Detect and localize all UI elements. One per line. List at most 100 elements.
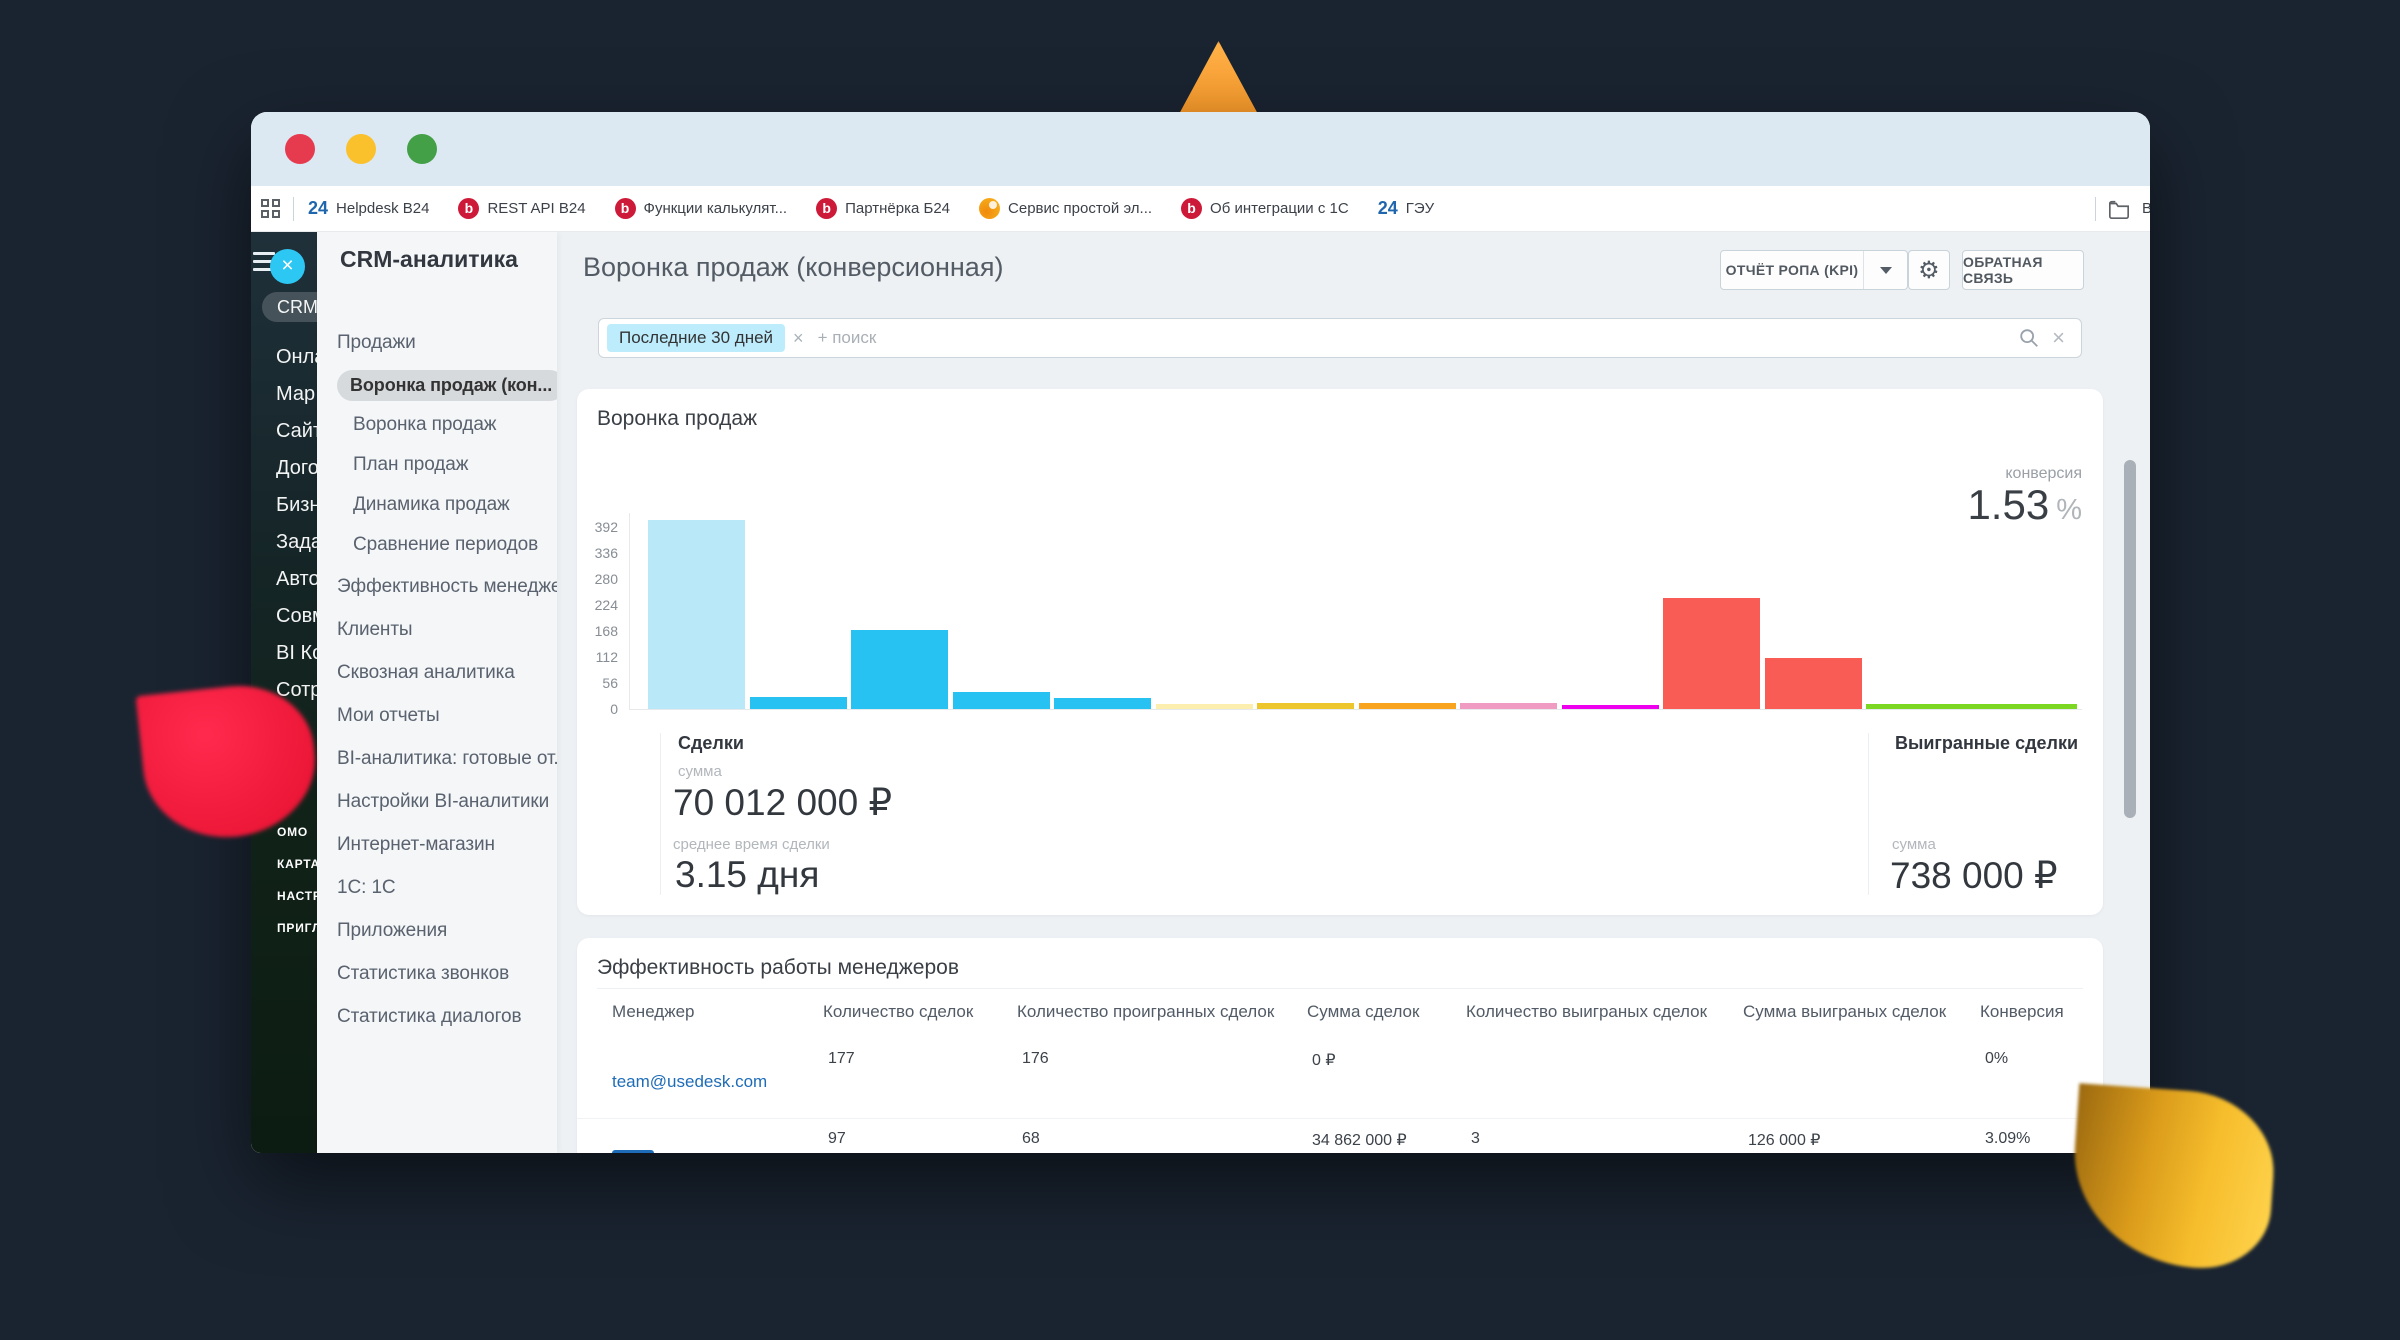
crm-menu-item[interactable]: План продаж xyxy=(317,445,557,485)
sidebar-item[interactable]: Дого xyxy=(276,457,319,479)
report-kpi-button[interactable]: ОТЧЁТ РОПА (KPI) xyxy=(1720,250,1908,290)
crm-menu-item-label: Эффективность менедже... xyxy=(337,575,557,597)
crm-menu-item[interactable]: Сквозная аналитика xyxy=(317,651,557,694)
crm-menu-item[interactable]: Настройки BI-аналитики xyxy=(317,780,557,823)
crm-menu-item-label: Воронка продаж (кон... xyxy=(337,369,557,401)
funnel-bar[interactable] xyxy=(851,630,948,709)
funnel-bar[interactable] xyxy=(1156,704,1253,709)
bookmark-functions[interactable]: b Функции калькулят... xyxy=(614,198,787,219)
bookmark-geu[interactable]: 24 ГЭУ xyxy=(1377,198,1435,218)
orange-service-icon xyxy=(979,198,1001,219)
deals-avg-value: 3.15 дня xyxy=(675,854,820,895)
menu-icon[interactable] xyxy=(253,252,275,276)
crm-menu-item[interactable]: Продажи xyxy=(317,320,557,365)
funnel-bar[interactable] xyxy=(1765,658,1862,709)
feedback-button[interactable]: ОБРАТНАЯ СВЯЗЬ xyxy=(1962,250,2084,290)
sidebar-caps-item[interactable]: НАСТР xyxy=(277,889,322,903)
sidebar-item[interactable]: Онла xyxy=(276,346,326,368)
funnel-bar[interactable] xyxy=(1562,705,1659,709)
window-minimize-button[interactable] xyxy=(346,134,376,164)
window-close-button[interactable] xyxy=(285,134,315,164)
table-cell: 0% xyxy=(1985,1050,2009,1067)
divider xyxy=(2095,196,2096,221)
crm-menu-item[interactable]: Воронка продаж xyxy=(317,405,557,445)
funnel-bar[interactable] xyxy=(1257,703,1354,709)
crm-menu-item[interactable]: Динамика продаж xyxy=(317,485,557,525)
filter-search-input[interactable]: Последние 30 дней × + поиск × xyxy=(598,318,2082,358)
crm-menu-item-label: План продаж xyxy=(353,454,469,475)
y-axis-tick-label: 168 xyxy=(594,623,618,639)
crm-menu-item[interactable]: 1С: 1С xyxy=(317,866,557,909)
table-column-header: Конверсия xyxy=(1980,1002,2064,1021)
sidebar-items: CRM Онла Мар Сайт Дого Бизн Зада Авто Совм BI Ко С… xyxy=(251,292,336,709)
settings-button[interactable]: ⚙ xyxy=(1908,250,1950,290)
crm-menu-item-label: Клиенты xyxy=(337,618,413,640)
table-cell: 3 xyxy=(1471,1130,1480,1147)
sidebar-item[interactable]: Авто xyxy=(276,568,320,590)
funnel-bar[interactable] xyxy=(953,692,1050,709)
bookmark-1c-integration[interactable]: b Об интеграции с 1С xyxy=(1181,198,1349,219)
y-axis-tick-label: 0 xyxy=(610,701,618,717)
funnel-bar[interactable] xyxy=(1663,598,1760,709)
crm-menu-item-label: Воронка продаж xyxy=(353,414,497,435)
crm-menu-item-label: BI-аналитика: готовые от... xyxy=(337,747,557,769)
crm-menu-item[interactable]: Статистика диалогов xyxy=(317,995,557,1038)
funnel-bar[interactable] xyxy=(750,697,847,709)
managers-card-title: Эффективность работы менеджеров xyxy=(597,956,960,979)
sidebar-item[interactable]: Зада xyxy=(276,531,322,553)
crm-menu-item[interactable]: Сравнение периодов xyxy=(317,525,557,565)
page-scrollbar[interactable] xyxy=(2124,460,2136,818)
manager-link[interactable]: team@usedesk.com xyxy=(612,1072,768,1091)
funnel-bar[interactable] xyxy=(648,520,745,709)
conversion-value: 1.53 % xyxy=(1967,481,2082,528)
funnel-bar[interactable] xyxy=(1054,698,1151,709)
won-sum-value: 738 000 ₽ xyxy=(1890,855,2058,896)
crm-menu-item-label: 1С: 1С xyxy=(337,876,396,898)
window-zoom-button[interactable] xyxy=(407,134,437,164)
crm-menu-item[interactable]: BI-аналитика: готовые от... xyxy=(317,737,557,780)
crm-menu-item[interactable]: Статистика звонков xyxy=(317,952,557,995)
bookmark-partner[interactable]: b Партнёрка Б24 xyxy=(816,198,950,219)
filter-clear-icon[interactable]: × xyxy=(2052,325,2065,350)
funnel-bar[interactable] xyxy=(1866,704,2077,709)
deals-avg-label: среднее время сделки xyxy=(673,836,830,853)
sidebar-item[interactable]: BI Ко xyxy=(276,642,324,664)
sidebar-item[interactable]: Бизн xyxy=(276,494,321,516)
sidebar-caps-item[interactable]: КАРТА xyxy=(277,857,321,871)
sidebar-item[interactable]: Мар xyxy=(276,383,316,405)
bookmarks-overflow[interactable]: Во xyxy=(2095,186,2150,231)
sidebar-close-button[interactable]: × xyxy=(270,249,305,284)
sidebar-caps-item[interactable]: ОМО xyxy=(277,825,309,839)
bookmark-service[interactable]: Сервис простой эл... xyxy=(979,198,1152,219)
apps-grid-icon[interactable] xyxy=(261,199,280,218)
sidebar-item[interactable]: Сайт xyxy=(276,420,323,442)
chip-remove-icon[interactable]: × xyxy=(793,327,804,348)
table-column-header: Количество проигранных сделок xyxy=(1017,1002,1275,1021)
table-column-header: Менеджер xyxy=(612,1002,695,1021)
table-column-header: Сумма выиграных сделок xyxy=(1743,1002,1947,1021)
manager-link-clipped[interactable] xyxy=(612,1150,654,1153)
folder-icon xyxy=(2109,200,2129,219)
sidebar-item[interactable]: Сотр xyxy=(276,679,322,701)
search-icon[interactable] xyxy=(2018,327,2040,349)
report-dropdown-button[interactable] xyxy=(1863,251,1907,289)
crm-menu-item[interactable]: Интернет-магазин xyxy=(317,823,557,866)
gear-icon: ⚙ xyxy=(1918,256,1940,284)
sidebar-item[interactable]: Совм xyxy=(276,605,326,627)
crm-menu: Продажи Воронка продаж (кон... Воронка про… xyxy=(317,320,557,1038)
crm-menu-item[interactable]: Мои отчеты xyxy=(317,694,557,737)
funnel-bar[interactable] xyxy=(1460,703,1557,709)
crm-menu-item[interactable]: Эффективность менедже... xyxy=(317,565,557,608)
crm-menu-item[interactable]: Воронка продаж (кон... xyxy=(317,365,557,405)
funnel-bar[interactable] xyxy=(1359,703,1456,709)
conversion-label: конверсия xyxy=(2005,465,2082,482)
bookmark-helpdesk[interactable]: 24 Helpdesk B24 xyxy=(308,198,430,218)
filter-chip[interactable]: Последние 30 дней xyxy=(607,324,786,352)
table-column-header: Количество выиграных сделок xyxy=(1466,1002,1708,1021)
table-cell: 97 xyxy=(828,1130,846,1147)
crm-menu-item[interactable]: Приложения xyxy=(317,909,557,952)
sidebar-caps-item[interactable]: ПРИГЛ xyxy=(277,921,322,935)
bookmark-rest-api[interactable]: b REST API B24 xyxy=(458,198,586,219)
crm-menu-item[interactable]: Клиенты xyxy=(317,608,557,651)
